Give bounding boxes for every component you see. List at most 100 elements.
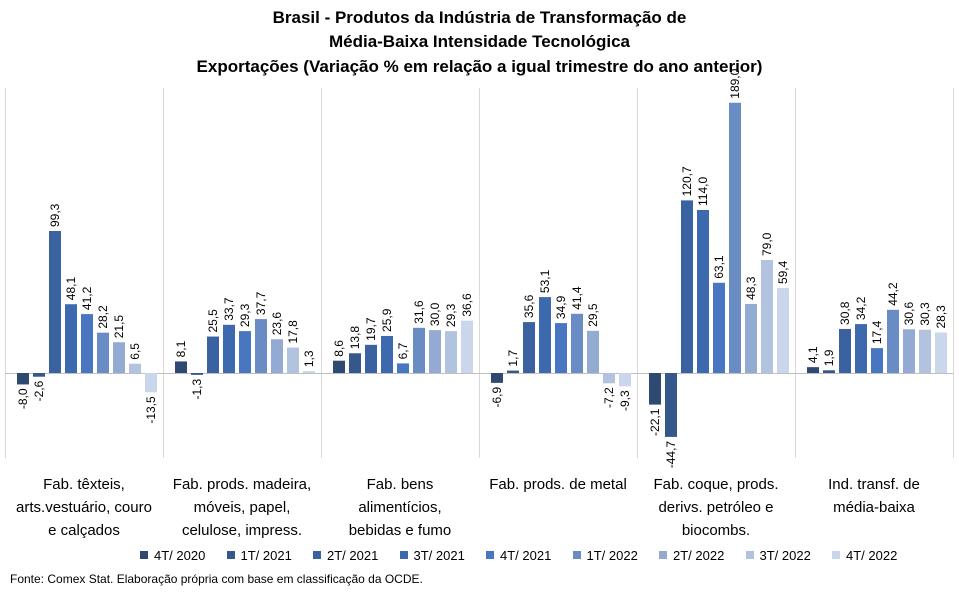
bar: [777, 288, 789, 373]
category-label: e calçados: [48, 522, 120, 539]
bar: [397, 363, 409, 373]
category-label: Fab. bens: [367, 476, 434, 493]
bar-chart: -8,0 8,1 8,6 -6,9 -22,1 4,1 -2,6 -1,3 13,8 1,7 -44…: [5, 68, 954, 539]
bar: [603, 373, 615, 384]
legend-label: 4T/ 2020: [154, 547, 206, 563]
bar: [729, 102, 741, 373]
data-label: 59,4: [776, 260, 790, 284]
legend-label: 3T/ 2021: [413, 547, 465, 563]
data-label: 48,3: [744, 276, 758, 300]
data-label: 35,6: [522, 294, 536, 318]
legend-swatch: [399, 551, 408, 559]
category-label: Fab. têxteis,: [43, 476, 125, 493]
legend-label: 1T/ 2021: [240, 547, 292, 563]
bar: [745, 303, 757, 373]
data-label: 44,2: [886, 282, 900, 306]
bar: [507, 370, 519, 373]
bar: [761, 260, 773, 373]
bar: [223, 324, 235, 373]
bar: [413, 327, 425, 373]
legend-item: 1T/ 2022: [572, 545, 638, 565]
data-label: 28,3: [934, 305, 948, 329]
bar: [935, 332, 947, 373]
bar: [65, 304, 77, 373]
bar: [365, 344, 377, 373]
data-label: -8,0: [16, 388, 30, 409]
data-label: -6,9: [490, 387, 504, 408]
bar: [823, 370, 835, 373]
legend-label: 4T/ 2021: [500, 547, 552, 563]
data-label: 28,2: [96, 305, 110, 329]
bar: [81, 314, 93, 373]
data-label: 17,8: [286, 320, 300, 344]
chart-legend: 4T/ 2020 1T/ 2021 2T/ 2021 3T/ 2021 4T/ 2021…: [0, 545, 959, 565]
data-label: 4,1: [806, 346, 820, 363]
data-label: 30,8: [838, 301, 852, 325]
bar: [191, 373, 203, 375]
legend-label: 1T/ 2022: [586, 547, 638, 563]
legend-label: 4T/ 2022: [846, 547, 898, 563]
category-label: alimentícios,: [358, 499, 441, 516]
data-label: 189,0: [728, 68, 742, 98]
category-label: arts.vestuário, couro: [16, 499, 152, 516]
data-label: 17,4: [870, 320, 884, 344]
data-label: 30,3: [918, 302, 932, 326]
bar: [145, 373, 157, 393]
bar: [587, 330, 599, 373]
data-label: -22,1: [648, 408, 662, 436]
legend-swatch: [832, 551, 840, 559]
bar: [381, 335, 393, 373]
category-label: biocombs.: [682, 522, 750, 539]
legend-swatch: [572, 551, 581, 559]
data-label: 1,7: [506, 350, 520, 367]
bar: [713, 282, 725, 373]
data-label: -7,2: [602, 387, 616, 408]
data-label: 6,5: [128, 343, 142, 360]
legend-label: 2T/ 2022: [673, 547, 725, 563]
bar: [175, 361, 187, 373]
legend-item: 4T/ 2021: [486, 545, 551, 565]
data-label: 13,8: [348, 326, 362, 350]
data-label: 114,0: [696, 177, 710, 206]
data-label: 33,7: [222, 297, 236, 321]
bar: [681, 200, 693, 373]
category-label: Fab. prods. madeira,: [173, 476, 311, 493]
data-label: 6,7: [396, 342, 410, 359]
data-label: 29,5: [586, 303, 600, 327]
legend-item: 4T/ 2020: [140, 545, 205, 565]
data-label: 41,4: [570, 286, 584, 310]
bar: [871, 348, 883, 373]
bar: [129, 363, 141, 373]
data-label: 53,1: [538, 269, 552, 293]
data-label: 8,6: [332, 340, 346, 357]
legend-swatch: [313, 551, 321, 559]
legend-item: 2T/ 2021: [313, 545, 378, 565]
legend-item: 1T/ 2021: [226, 545, 292, 565]
bar: [271, 339, 283, 373]
data-label: -1,3: [190, 379, 204, 400]
bar: [97, 332, 109, 373]
data-label: 79,0: [760, 232, 774, 256]
bar: [287, 347, 299, 373]
data-label: 30,6: [902, 302, 916, 326]
data-label: -13,5: [144, 396, 158, 424]
data-label: 1,3: [302, 350, 316, 367]
data-label: 23,6: [270, 312, 284, 336]
data-label: 25,5: [206, 309, 220, 333]
legend-swatch: [140, 551, 148, 559]
bar: [807, 367, 819, 373]
data-label: 25,9: [380, 308, 394, 332]
legend-item: 4T/ 2022: [832, 545, 897, 565]
legend-item: 3T/ 2022: [745, 545, 811, 565]
bar: [49, 231, 61, 373]
bar: [445, 331, 457, 373]
data-label: -2,6: [32, 380, 46, 401]
category-label: Ind. transf. de: [828, 476, 920, 493]
data-label: 19,7: [364, 317, 378, 341]
data-label: 34,9: [554, 295, 568, 319]
category-label: média-baixa: [833, 499, 915, 516]
bar: [665, 373, 677, 437]
data-label: 36,6: [460, 293, 474, 317]
bar: [113, 342, 125, 373]
legend-label: 3T/ 2022: [759, 547, 811, 563]
